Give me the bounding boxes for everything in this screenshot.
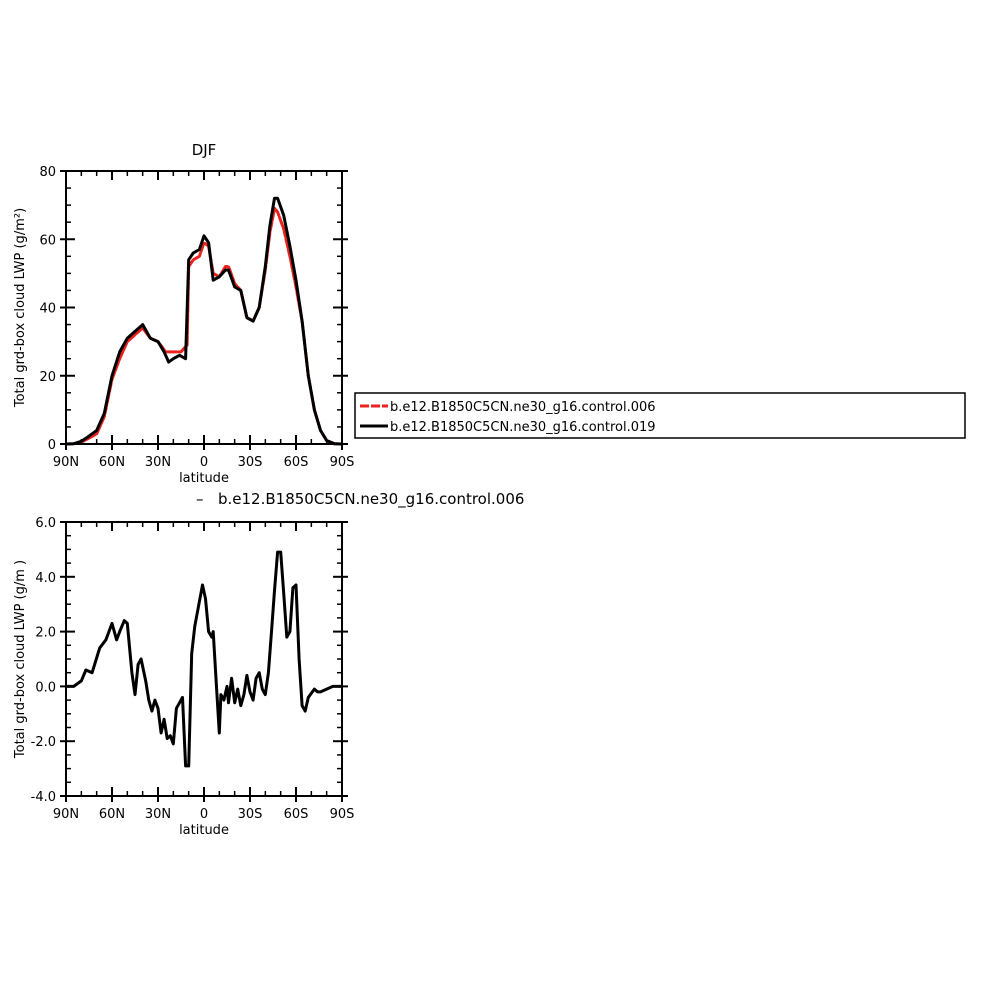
x-tick-label: 30S [238, 807, 263, 822]
y-tick-label: 80 [39, 165, 56, 180]
chart-top-djf: 90N 60N 30N 0 30S 60S 90S 0 20 40 60 80 latitude Tota… [13, 141, 354, 486]
x-tick-label: 30N [145, 807, 171, 822]
y-tick-label: -2.0 [31, 735, 56, 750]
x-tick-label: 60S [284, 455, 309, 470]
y-tick-label: 0 [48, 438, 56, 453]
x-tick-label: 90S [330, 807, 355, 822]
y-axis-label: Total grd-box cloud LWP (g/m ) [13, 560, 28, 759]
x-axis-label: latitude [179, 823, 229, 838]
y-tick-label: 2.0 [35, 626, 56, 641]
chart-title-prefix: – [196, 490, 204, 508]
chart-title: DJF [192, 141, 217, 159]
series-line-0 [64, 207, 344, 446]
x-tick-label: 0 [200, 455, 208, 470]
x-tick-label: 90S [330, 455, 355, 470]
x-tick-label: 30S [238, 455, 263, 470]
x-tick-label: 0 [200, 807, 208, 822]
y-axis-label: Total grd-box cloud LWP (g/m²) [13, 208, 28, 408]
series-line-0 [64, 550, 344, 768]
series-line-1 [64, 196, 344, 446]
y-tick-label: 20 [39, 370, 56, 385]
y-tick-label: 40 [39, 302, 56, 317]
x-tick-label: 60N [99, 455, 125, 470]
x-axis-label: latitude [179, 471, 229, 486]
x-tick-label: 90N [53, 807, 79, 822]
chart-bottom-difference: 90N 60N 30N 0 30S 60S 90S -4.0 -2.0 0.0 2.0 4.0 6.0 l… [13, 490, 524, 838]
y-tick-label: -4.0 [31, 790, 56, 805]
x-tick-label: 90N [53, 455, 79, 470]
x-tick-label: 60N [99, 807, 125, 822]
x-tick-label: 60S [284, 807, 309, 822]
legend-entry-1: b.e12.B1850C5CN.ne30_g16.control.019 [390, 420, 656, 435]
y-tick-label: 6.0 [35, 516, 56, 531]
legend: b.e12.B1850C5CN.ne30_g16.control.006 b.e1… [354, 392, 966, 439]
chart-title: b.e12.B1850C5CN.ne30_g16.control.006 [218, 490, 524, 509]
legend-box [354, 392, 966, 439]
y-tick-label: 0.0 [35, 680, 56, 695]
legend-entry-0: b.e12.B1850C5CN.ne30_g16.control.006 [390, 400, 656, 415]
x-tick-label: 30N [145, 455, 171, 470]
y-tick-label: 4.0 [35, 571, 56, 586]
y-tick-label: 60 [39, 233, 56, 248]
